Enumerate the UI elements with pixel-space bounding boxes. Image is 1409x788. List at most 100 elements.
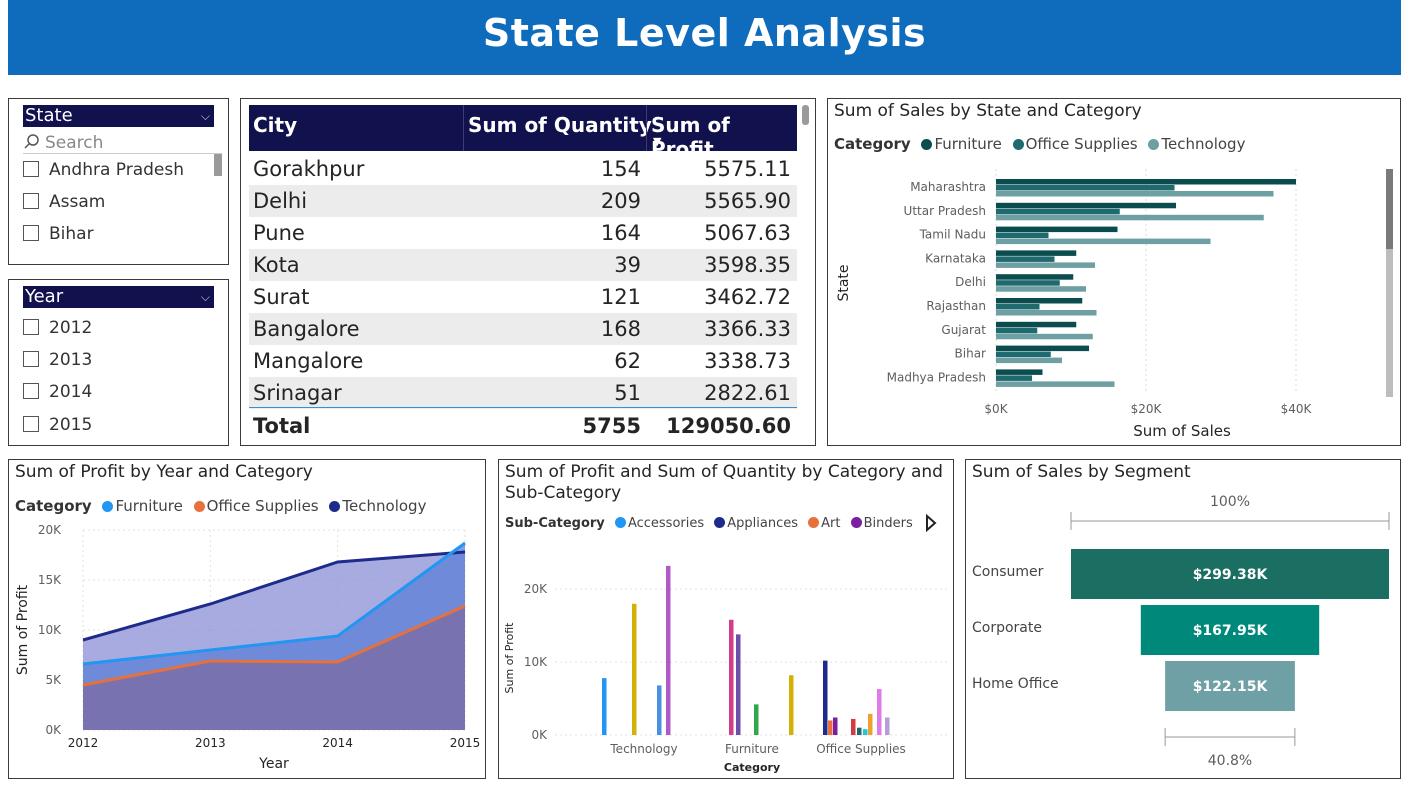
bar	[996, 351, 1051, 358]
funnel-bar	[1071, 549, 1389, 599]
series-area	[83, 606, 465, 730]
dashboard-title: State Level Analysis	[482, 11, 927, 55]
table-row[interactable]: Surat 121 3462.72	[249, 281, 797, 313]
checkbox[interactable]	[23, 319, 39, 335]
bar	[996, 327, 1038, 334]
cell-city: Gorakhpur	[253, 157, 365, 181]
state-option[interactable]: Bihar	[23, 222, 94, 246]
search-icon	[24, 134, 39, 149]
legend-item[interactable]: Binders	[863, 516, 913, 531]
legend-item[interactable]: Technology	[342, 497, 427, 515]
state-slicer[interactable]: State ⌵ Search Andhra Pradesh Assam Biha…	[8, 98, 229, 265]
funnel-bar	[1140, 605, 1320, 655]
column-header-city[interactable]: City	[253, 113, 298, 137]
legend-item[interactable]: Furniture	[934, 135, 1002, 153]
cell-quantity: 51	[614, 381, 641, 405]
cell-city: Mangalore	[253, 349, 364, 373]
bar	[996, 232, 1049, 239]
table-row[interactable]: Kota 39 3598.35	[249, 249, 797, 281]
y-tick-label: 10K	[38, 623, 62, 637]
cell-city: Kota	[253, 253, 300, 277]
legend-item[interactable]: Technology	[1161, 135, 1246, 153]
table-row[interactable]: Bangalore 168 3366.33	[249, 313, 797, 345]
y-tick-label: 20K	[38, 523, 62, 537]
checkbox[interactable]	[23, 193, 39, 209]
table-row[interactable]: Gorakhpur 154 5575.11	[249, 153, 797, 185]
checkbox[interactable]	[23, 225, 39, 241]
year-slicer-header[interactable]: Year ⌵	[23, 286, 214, 308]
state-slicer-scrollbar[interactable]	[214, 154, 222, 176]
chevron-down-icon[interactable]: ⌵	[200, 109, 210, 123]
series-line	[82, 550, 466, 642]
y-tick-label: 10K	[524, 655, 548, 669]
y-tick-label: Bihar	[955, 347, 987, 361]
bar	[996, 274, 1074, 280]
legend-swatch	[921, 139, 933, 150]
state-option[interactable]: Andhra Pradesh	[23, 158, 184, 182]
sort-desc-icon[interactable]: ▼	[653, 135, 662, 148]
bar	[996, 250, 1077, 256]
table-row[interactable]: Pune 164 5067.63	[249, 217, 797, 249]
cell-quantity: 168	[600, 317, 641, 341]
search-placeholder: Search	[45, 133, 104, 153]
table-row[interactable]: Srinagar 51 2822.61	[249, 377, 797, 409]
bar	[868, 713, 873, 735]
chart-title: Sum of Sales by State and Category	[834, 101, 1142, 121]
table-row[interactable]: Mangalore 62 3338.73	[249, 345, 797, 377]
column-divider	[646, 105, 647, 151]
x-tick-label: Furniture	[725, 742, 779, 756]
chart-scrollbar[interactable]	[1386, 169, 1393, 397]
state-search[interactable]: Search	[23, 132, 222, 154]
bar	[632, 603, 637, 735]
bar	[863, 729, 868, 735]
bar	[877, 689, 882, 735]
cell-profit: 5565.90	[704, 189, 791, 213]
year-option[interactable]: 2015	[23, 413, 92, 437]
bar	[996, 202, 1176, 209]
bar	[996, 298, 1083, 304]
bar	[996, 208, 1120, 215]
year-option[interactable]: 2014	[23, 380, 92, 404]
year-option[interactable]: 2013	[23, 348, 92, 372]
legend-item[interactable]: Accessories	[627, 516, 705, 531]
checkbox[interactable]	[23, 161, 39, 177]
chart-title-line: Sum of Profit and Sum of Quantity by Cat…	[505, 462, 943, 482]
legend-next-icon[interactable]	[924, 514, 938, 532]
bar	[666, 565, 671, 735]
column-header-profit[interactable]: Sum of Profit	[651, 113, 730, 161]
bar	[996, 238, 1211, 245]
chart-scrollbar-thumb[interactable]	[1386, 169, 1393, 249]
checkbox[interactable]	[23, 383, 39, 399]
state-option-label: Andhra Pradesh	[49, 160, 185, 180]
chevron-down-icon[interactable]: ⌵	[200, 290, 210, 304]
funnel-bar	[1165, 661, 1295, 711]
segment-funnel-plot: 100% $299.38K Consumer $167.95K Corporate $12…	[972, 494, 1390, 769]
legend-item[interactable]: Art	[821, 516, 841, 531]
legend-item[interactable]: Appliances	[727, 516, 799, 531]
table-scrollbar[interactable]	[802, 105, 809, 125]
column-divider	[463, 105, 464, 151]
legend-swatch	[714, 517, 726, 528]
checkbox[interactable]	[23, 351, 39, 367]
bar	[996, 333, 1093, 340]
column-header-quantity[interactable]: Sum of Quantity	[468, 113, 652, 137]
table-row[interactable]: Delhi 209 5565.90	[249, 185, 797, 217]
legend-title: Category	[834, 135, 911, 153]
bar	[996, 345, 1089, 352]
bar	[996, 179, 1296, 185]
subcategory-bar-chart-plot: 0K 10K 20K Sum of Profit Technology Furniture…	[503, 565, 947, 774]
city-table: City Sum of Quantity Sum of Profit ▼ Gor…	[240, 98, 816, 446]
legend-swatch	[1012, 139, 1024, 150]
legend-item[interactable]: Furniture	[115, 497, 183, 515]
state-slicer-header[interactable]: State ⌵	[23, 105, 214, 127]
year-option[interactable]: 2012	[23, 316, 92, 340]
state-option[interactable]: Assam	[23, 190, 105, 214]
checkbox[interactable]	[23, 416, 39, 432]
legend-item[interactable]: Office Supplies	[1025, 135, 1138, 153]
cell-quantity: 164	[600, 221, 641, 245]
legend-item[interactable]: Office Supplies	[206, 497, 319, 515]
legend-title: Sub-Category	[505, 516, 605, 531]
bar	[996, 357, 1062, 364]
year-slicer[interactable]: Year ⌵ 2012 2013 2014 2015	[8, 279, 229, 446]
cell-profit: 5067.63	[704, 221, 791, 245]
